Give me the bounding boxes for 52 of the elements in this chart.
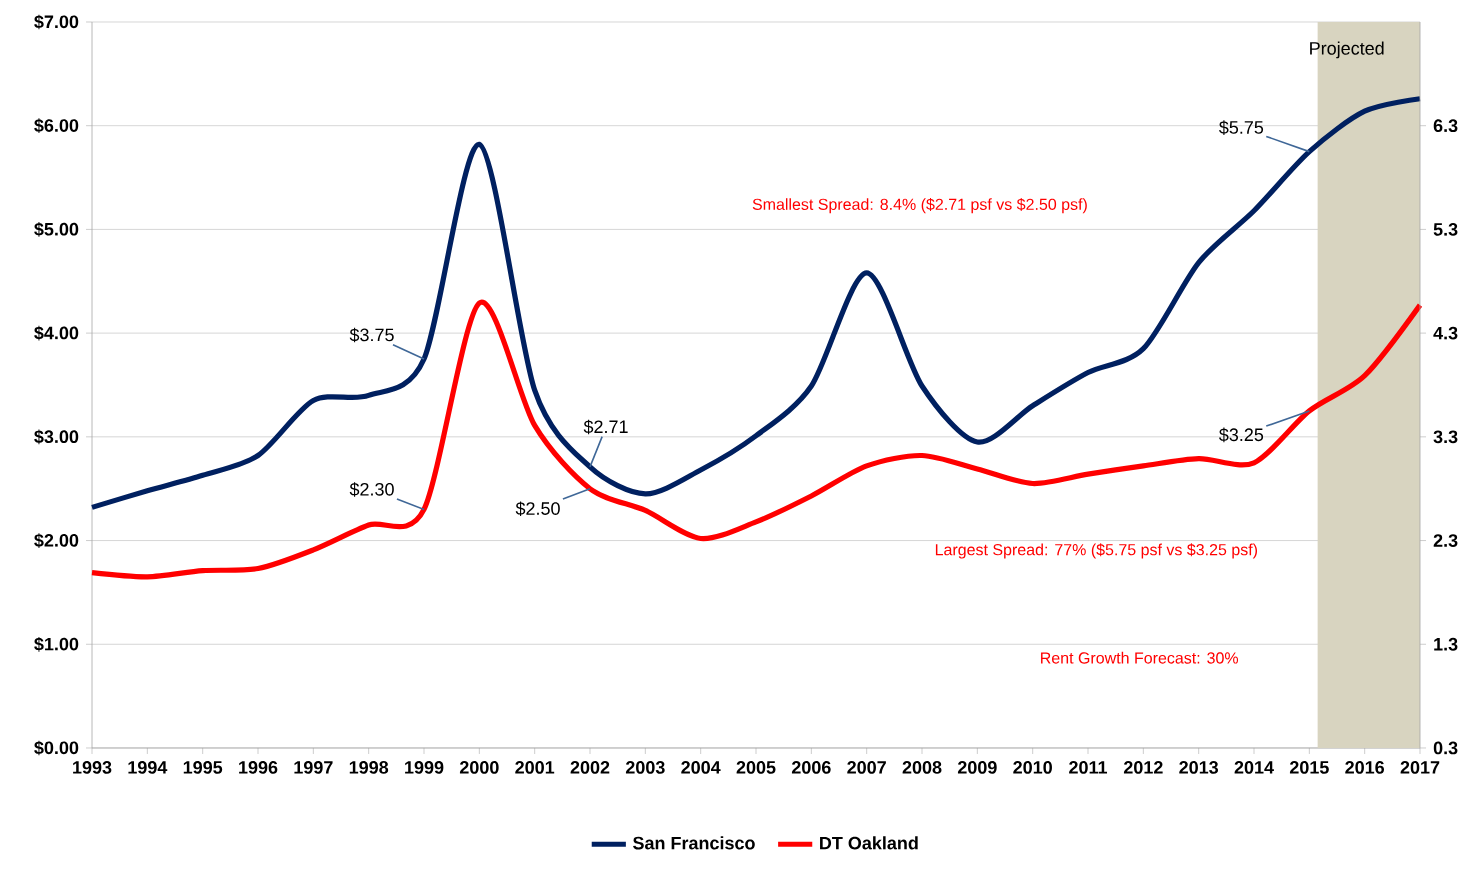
y-tick-label: $0.00 bbox=[34, 740, 79, 756]
y-tick-label: $1.00 bbox=[34, 636, 79, 652]
y2-tick-label: 6.3 bbox=[1433, 119, 1458, 133]
x-tick-label: 2016 bbox=[1345, 761, 1385, 774]
x-tick-label: 2013 bbox=[1179, 761, 1219, 774]
y2-tick-label: 3.3 bbox=[1433, 430, 1458, 444]
x-tick-label: 1993 bbox=[73, 761, 112, 774]
x-tick-label: 2006 bbox=[791, 761, 831, 774]
x-tick-label: 2000 bbox=[459, 761, 499, 774]
y2-tick-label: 1.3 bbox=[1434, 637, 1458, 651]
x-tick-label: 2008 bbox=[902, 761, 942, 774]
legend-label: DT Oakland bbox=[820, 836, 918, 850]
annotation: Smallest Spread: 8.4% ($2.71 psf vs $2.50 psf) bbox=[752, 197, 1087, 214]
x-tick-label: 2010 bbox=[1013, 761, 1052, 774]
y-tick-label: $5.00 bbox=[34, 222, 79, 237]
x-tick-label: 2005 bbox=[736, 761, 776, 774]
x-tick-label: 2004 bbox=[681, 761, 721, 774]
x-tick-label: 2015 bbox=[1289, 761, 1329, 774]
y2-tick-label: 0.3 bbox=[1433, 741, 1458, 755]
annotation: Largest Spread: 77% ($5.75 psf vs $3.25 psf) bbox=[935, 543, 1258, 559]
y2-tick-label: 5.3 bbox=[1433, 223, 1458, 236]
x-tick-label: 1994 bbox=[128, 761, 168, 774]
y-tick-label: $6.00 bbox=[34, 118, 79, 134]
annotation: $3.75 bbox=[349, 327, 394, 343]
legend-label: San Francisco bbox=[633, 836, 755, 850]
x-tick-label: 1997 bbox=[294, 761, 333, 774]
x-tick-label: 1999 bbox=[405, 761, 444, 774]
y-tick-label: $2.00 bbox=[34, 533, 79, 548]
x-tick-label: 2001 bbox=[515, 761, 555, 774]
y-tick-label: $7.00 bbox=[34, 14, 79, 30]
annotation: $2.30 bbox=[349, 482, 394, 497]
annotation: $5.75 bbox=[1219, 120, 1264, 135]
x-tick-label: 2007 bbox=[847, 761, 886, 774]
annotation: Rent Growth Forecast: 30% bbox=[1041, 651, 1239, 664]
x-tick-label: 2017 bbox=[1400, 761, 1440, 774]
annotation: $3.25 bbox=[1219, 427, 1264, 443]
band-label: Projected bbox=[1310, 41, 1384, 59]
x-tick-label: 1995 bbox=[183, 761, 223, 774]
y-tick-label: $4.00 bbox=[34, 325, 79, 341]
x-tick-label: 1996 bbox=[239, 761, 278, 774]
annotation: $2.50 bbox=[515, 501, 560, 516]
y-tick-label: $3.00 bbox=[34, 429, 79, 445]
x-tick-label: 2002 bbox=[570, 761, 610, 774]
y2-tick-label: 4.3 bbox=[1433, 326, 1458, 340]
x-tick-label: 2014 bbox=[1234, 761, 1274, 774]
x-tick-label: 2011 bbox=[1069, 761, 1108, 774]
annotation: $2.71 bbox=[583, 419, 628, 435]
x-tick-label: 2009 bbox=[957, 761, 997, 774]
x-tick-label: 1998 bbox=[349, 761, 389, 774]
x-tick-label: 2012 bbox=[1123, 761, 1163, 774]
y2-tick-label: 2.3 bbox=[1433, 534, 1458, 547]
x-tick-label: 2003 bbox=[625, 761, 665, 774]
